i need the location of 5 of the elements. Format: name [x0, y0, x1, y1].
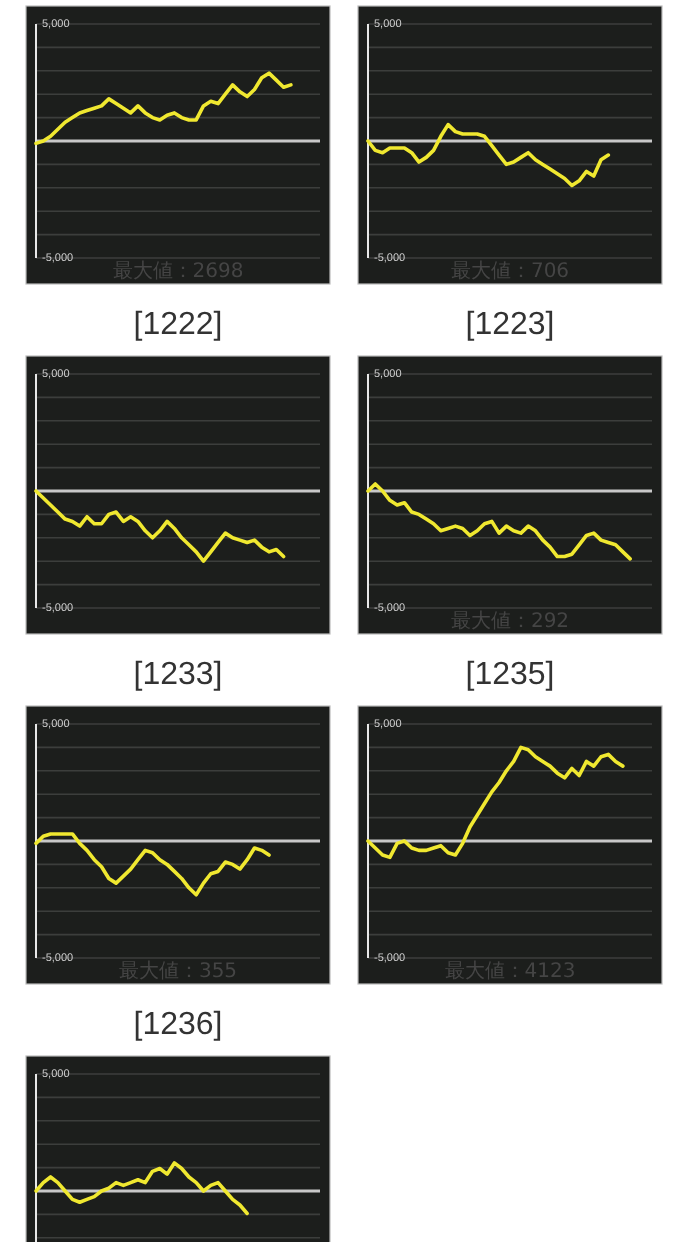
text: [1223]	[465, 308, 555, 342]
text: [1222]	[133, 308, 223, 342]
text: [1236]	[133, 1008, 223, 1042]
text: [1235]	[465, 658, 555, 692]
text: [1233]	[133, 658, 223, 692]
